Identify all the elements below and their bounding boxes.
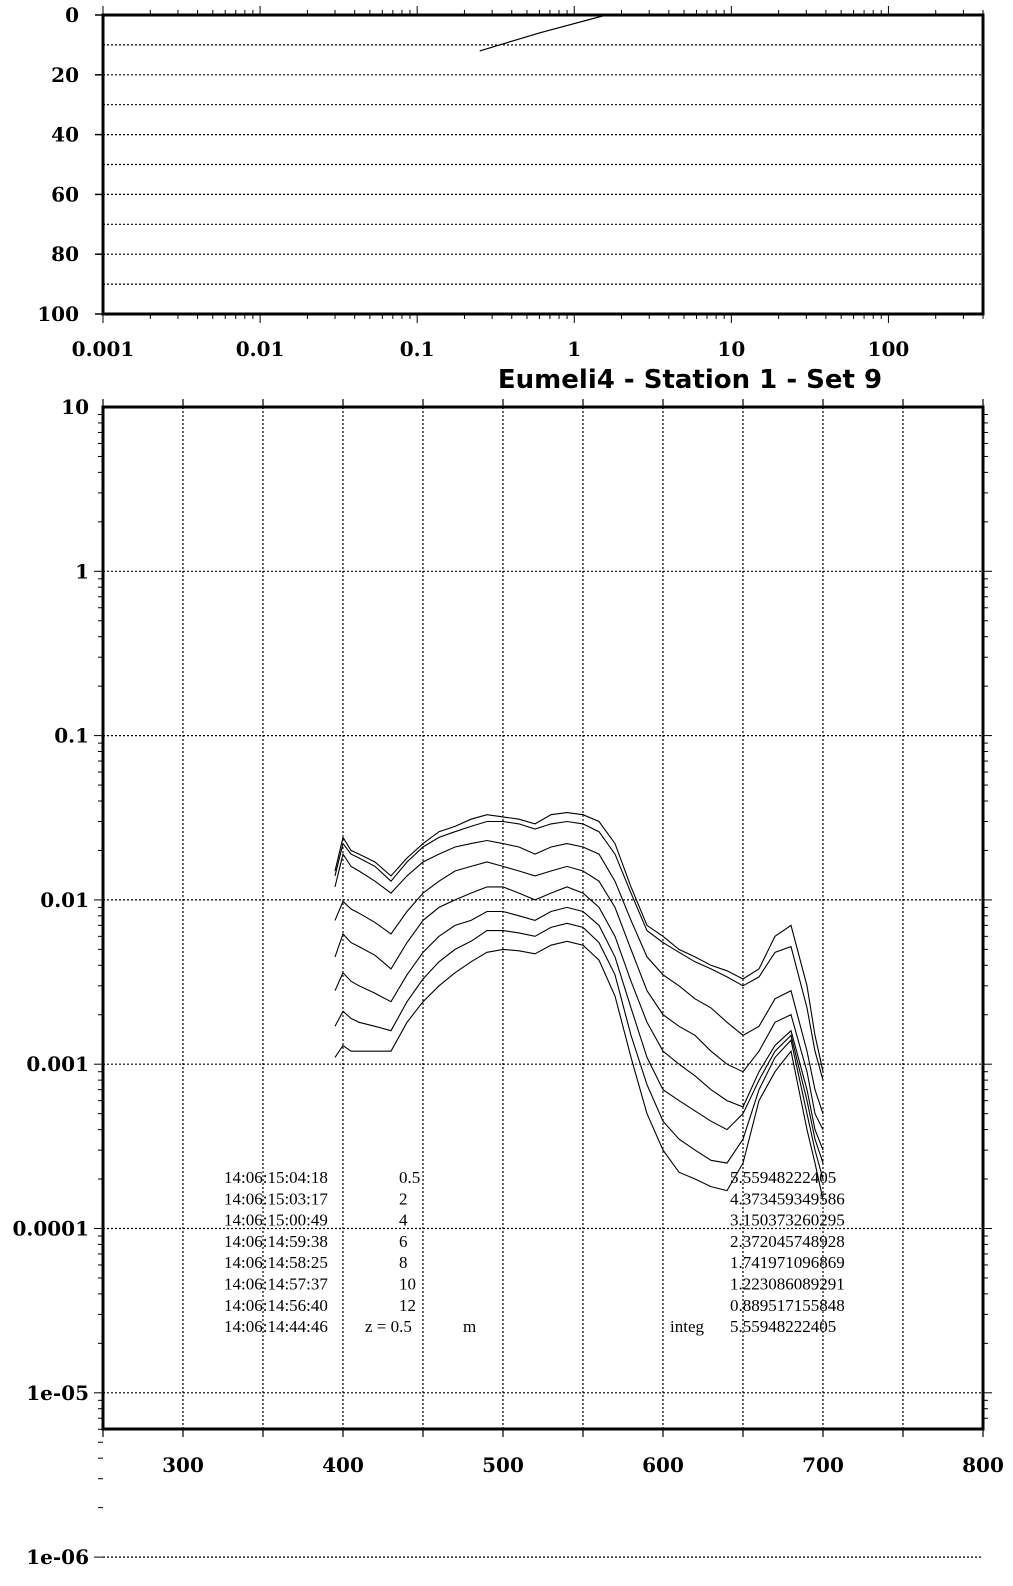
main-x-tick-label: 400: [322, 1453, 364, 1477]
legend-time: 14:06:14:59:38: [224, 1232, 328, 1251]
top-x-tick-label: 10: [717, 337, 745, 361]
top-y-tick-label: 60: [51, 182, 79, 206]
main-y-tick-label: 0.1: [54, 724, 89, 748]
footer-time: 14:06:14:44:46: [224, 1317, 328, 1336]
spectrum-line-7: [334, 922, 824, 1180]
main-x-tick-label: 800: [962, 1453, 1004, 1477]
legend-value: 4.373459349586: [730, 1189, 845, 1208]
main-plot-frame: [101, 405, 985, 1431]
top-y-tick-label: 100: [37, 302, 79, 326]
footer-unit: m: [463, 1317, 476, 1336]
legend-depth: 4: [399, 1211, 408, 1230]
spectrum-line-3: [334, 839, 824, 1114]
top-y-tick-label: 80: [51, 242, 79, 266]
top-x-tick-label: 0.001: [72, 337, 135, 361]
legend-value: 1.223086089291: [730, 1275, 845, 1294]
main-x-tick-label: 700: [802, 1453, 844, 1477]
footer-integ-value: 5.55948222405: [730, 1317, 836, 1336]
top-x-tick-label: 100: [868, 337, 910, 361]
legend-value: 1.741971096869: [730, 1253, 845, 1272]
main-y-tick-label: 0.0001: [12, 1217, 89, 1241]
legend-value: 0.889517155848: [730, 1296, 845, 1315]
spectrum-line-1: [334, 812, 824, 1072]
main-x-tick-label: 300: [162, 1453, 204, 1477]
depth-profile-line: [479, 14, 607, 52]
spectrum-line-2: [334, 820, 824, 1081]
top-x-tick-label: 0.01: [236, 337, 285, 361]
legend-value: 2.372045748928: [730, 1232, 845, 1251]
legend-time: 14:06:14:57:37: [224, 1275, 328, 1294]
main-x-tick-label: 500: [482, 1453, 524, 1477]
main-y-tick-label: 1e-05: [26, 1381, 89, 1405]
spectrum-line-5: [334, 886, 824, 1151]
main-y-tick-label: 1e-06: [26, 1545, 89, 1569]
footer-integ-label: integ: [670, 1317, 704, 1336]
spectrum-line-6: [334, 906, 824, 1164]
footer-z: z = 0.5: [365, 1317, 412, 1336]
legend-depth: 6: [399, 1232, 408, 1251]
main-y-tick-label: 1: [75, 559, 89, 583]
spectrum-line-4: [334, 861, 824, 1130]
legend-time: 14:06:15:03:17: [224, 1189, 328, 1208]
top-x-tick-label: 0.1: [400, 337, 435, 361]
top-x-tick-label: 1: [567, 337, 581, 361]
main-y-tick-label: 0.01: [40, 888, 89, 912]
legend-value: 3.150373260295: [730, 1211, 845, 1230]
top-plot-frame: [101, 13, 985, 316]
legend-value: 5.55948222405: [730, 1168, 836, 1187]
spectrum-line-8: [334, 940, 824, 1200]
legend-depth: 2: [399, 1189, 408, 1208]
legend-time: 14:06:14:58:25: [224, 1253, 328, 1272]
top-y-tick-label: 40: [51, 123, 79, 147]
legend-depth: 8: [399, 1253, 408, 1272]
legend-time: 14:06:15:00:49: [224, 1211, 328, 1230]
top-y-tick-label: 0: [65, 3, 79, 27]
chart-title: Eumeli4 - Station 1 - Set 9: [498, 365, 882, 395]
main-y-tick-label: 0.001: [26, 1052, 89, 1076]
legend-time: 14:06:15:04:18: [224, 1168, 328, 1187]
legend-depth: 10: [399, 1275, 416, 1294]
legend-depth: 0.5: [399, 1168, 420, 1187]
top-y-tick-label: 20: [51, 63, 79, 87]
main-y-tick-label: 10: [61, 395, 89, 419]
legend-time: 14:06:14:56:40: [224, 1296, 328, 1315]
main-x-tick-label: 600: [642, 1453, 684, 1477]
legend-depth: 12: [399, 1296, 416, 1315]
